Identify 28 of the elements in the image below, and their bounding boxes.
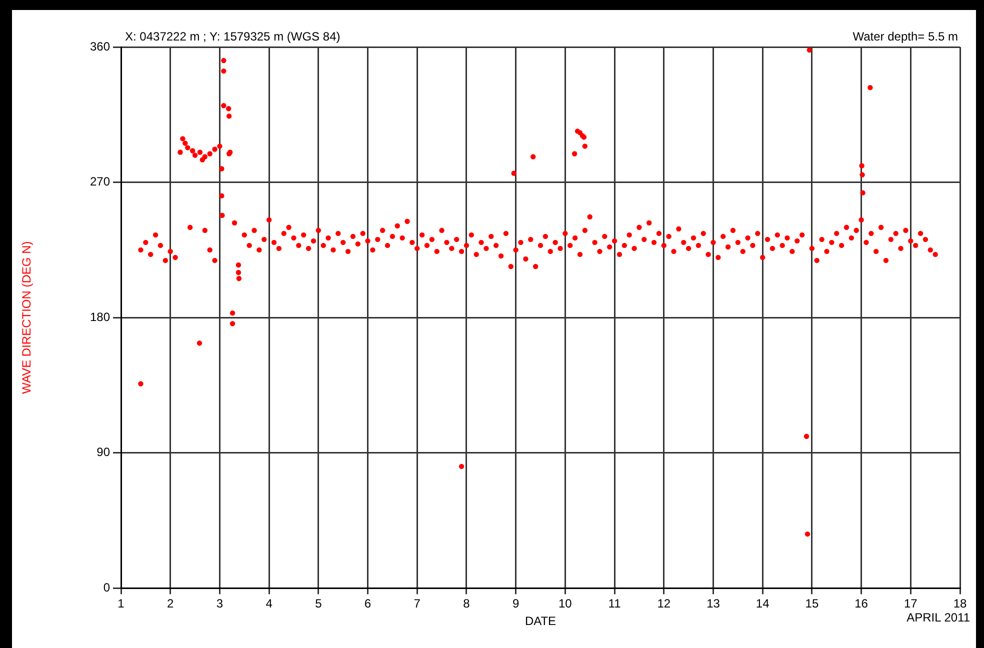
x-axis-title: DATE — [524, 614, 556, 628]
x-tick-label: 11 — [608, 596, 622, 611]
x-tick-label: 12 — [657, 596, 671, 611]
y-axis-title: WAVE DIRECTION (DEG N) — [20, 241, 34, 394]
x-tick-label: 8 — [463, 596, 470, 611]
x-tick-label: 17 — [904, 596, 918, 611]
x-tick-label: 6 — [364, 596, 372, 611]
text: X: 0437222 m ; Y: 1579325 m (WGS 84) — [125, 29, 340, 44]
x-tick-label: 10 — [558, 596, 572, 611]
x-tick-label: 4 — [266, 596, 273, 611]
x-tick-label: 16 — [854, 596, 868, 611]
x-tick-label: 18 — [953, 596, 967, 611]
text: APRIL 2011 — [906, 610, 970, 625]
x-tick-label: 3 — [216, 596, 224, 611]
y-tick-label: 90 — [96, 445, 110, 460]
y-tick-label: 180 — [90, 310, 110, 324]
y-tick-label: 270 — [90, 174, 110, 189]
x-tick-label: 7 — [414, 596, 421, 611]
x-tick-label: 15 — [805, 596, 819, 611]
x-tick-label: 9 — [512, 596, 520, 611]
x-tick-label: 14 — [756, 596, 770, 611]
text: Water depth= 5.5 m — [852, 29, 958, 44]
y-tick-label: 0 — [103, 580, 110, 595]
x-tick-label: 5 — [315, 596, 322, 611]
x-tick-label: 2 — [167, 596, 174, 611]
y-tick-label: 360 — [90, 39, 110, 54]
x-tick-label: 1 — [118, 596, 125, 611]
x-tick-label: 13 — [706, 596, 720, 611]
